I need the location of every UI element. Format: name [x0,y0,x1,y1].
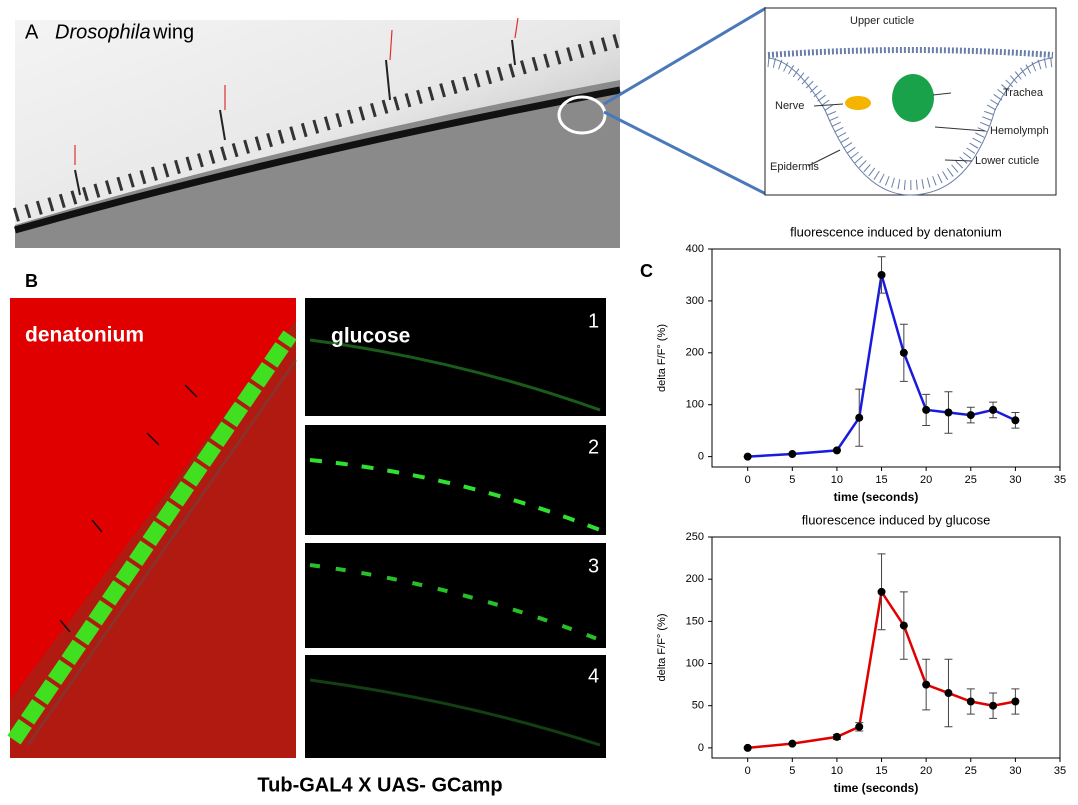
x-tick-label: 20 [920,765,932,777]
data-point [788,450,797,459]
panel-letter: A [25,21,39,43]
y-tick-label: 200 [686,573,704,585]
data-point [743,743,752,752]
plot-frame [711,248,1061,468]
data-point [922,680,931,689]
zoom-line [603,110,767,196]
data-point [899,348,908,357]
image-label: denatonium [25,324,144,347]
y-axis-label: delta F/F° (%) [656,324,668,392]
y-tick-label: 150 [686,615,704,627]
data-point [855,413,864,422]
image-label: glucose [331,325,410,348]
data-point [788,739,797,748]
diagram-label: Trachea [1003,87,1044,99]
data-point [944,408,953,417]
data-point [832,446,841,455]
x-axis-label: time (seconds) [834,490,919,504]
frame-number: 1 [588,310,599,332]
glucose-images [305,298,606,758]
data-point [966,697,975,706]
x-tick-label: 35 [1054,474,1066,486]
wing-image [12,17,622,248]
y-tick-label: 300 [686,295,704,307]
y-tick-label: 0 [698,742,704,754]
data-point [944,689,953,698]
x-tick-label: 15 [875,765,887,777]
data-point [922,405,931,414]
panel-letter: C [640,261,653,281]
y-tick-label: 0 [698,451,704,463]
x-axis-label: time (seconds) [834,781,919,795]
data-point [966,411,975,420]
frame-number: 4 [588,665,599,687]
data-line [747,274,1016,458]
y-tick-label: 200 [686,347,704,359]
data-point [743,452,752,461]
wing-word: wing [152,21,194,43]
zoom-line [603,6,767,106]
x-tick-label: 0 [745,765,751,777]
x-tick-label: 25 [965,474,977,486]
diagram-label: Lower cuticle [975,155,1039,167]
y-tick-label: 400 [686,243,704,255]
x-tick-label: 5 [789,765,795,777]
plot-frame [711,536,1061,759]
chart-title: fluorescence induced by denatonium [790,224,1002,239]
diagram-label: Upper cuticle [850,15,914,27]
data-point [989,701,998,710]
data-point [877,270,886,279]
denatonium-image [7,298,298,758]
x-tick-label: 5 [789,474,795,486]
caption: Tub-GAL4 X UAS- GCamp [257,774,502,796]
data-point [989,405,998,414]
diagram-label: Hemolymph [990,125,1049,137]
x-tick-label: 30 [1009,474,1021,486]
y-tick-label: 100 [686,399,704,411]
x-tick-label: 30 [1009,765,1021,777]
y-axis-label: delta F/F° (%) [656,614,668,682]
diagram-label: Epidermis [770,161,819,173]
panel-letter: B [25,271,38,291]
x-tick-label: 10 [831,474,843,486]
data-point [1011,416,1020,425]
chart-title: fluorescence induced by glucose [802,512,991,527]
data-point [877,587,886,596]
data-point [899,621,908,630]
frame-number: 2 [588,436,599,458]
x-tick-label: 25 [965,765,977,777]
x-tick-label: 10 [831,765,843,777]
cross-section-diagram: Upper cuticle Nerve Trachea Hemolymph Ep… [764,7,1057,196]
diagram-label: Nerve [775,100,804,112]
x-tick-label: 15 [875,474,887,486]
x-tick-label: 20 [920,474,932,486]
x-tick-label: 35 [1054,765,1066,777]
y-tick-label: 250 [686,531,704,543]
frame-number: 3 [588,555,599,577]
species: Drosophila [55,21,151,43]
data-point [832,732,841,741]
y-tick-label: 100 [686,657,704,669]
y-tick-label: 50 [692,700,704,712]
data-point [855,722,864,731]
data-point [1011,697,1020,706]
x-tick-label: 0 [745,474,751,486]
